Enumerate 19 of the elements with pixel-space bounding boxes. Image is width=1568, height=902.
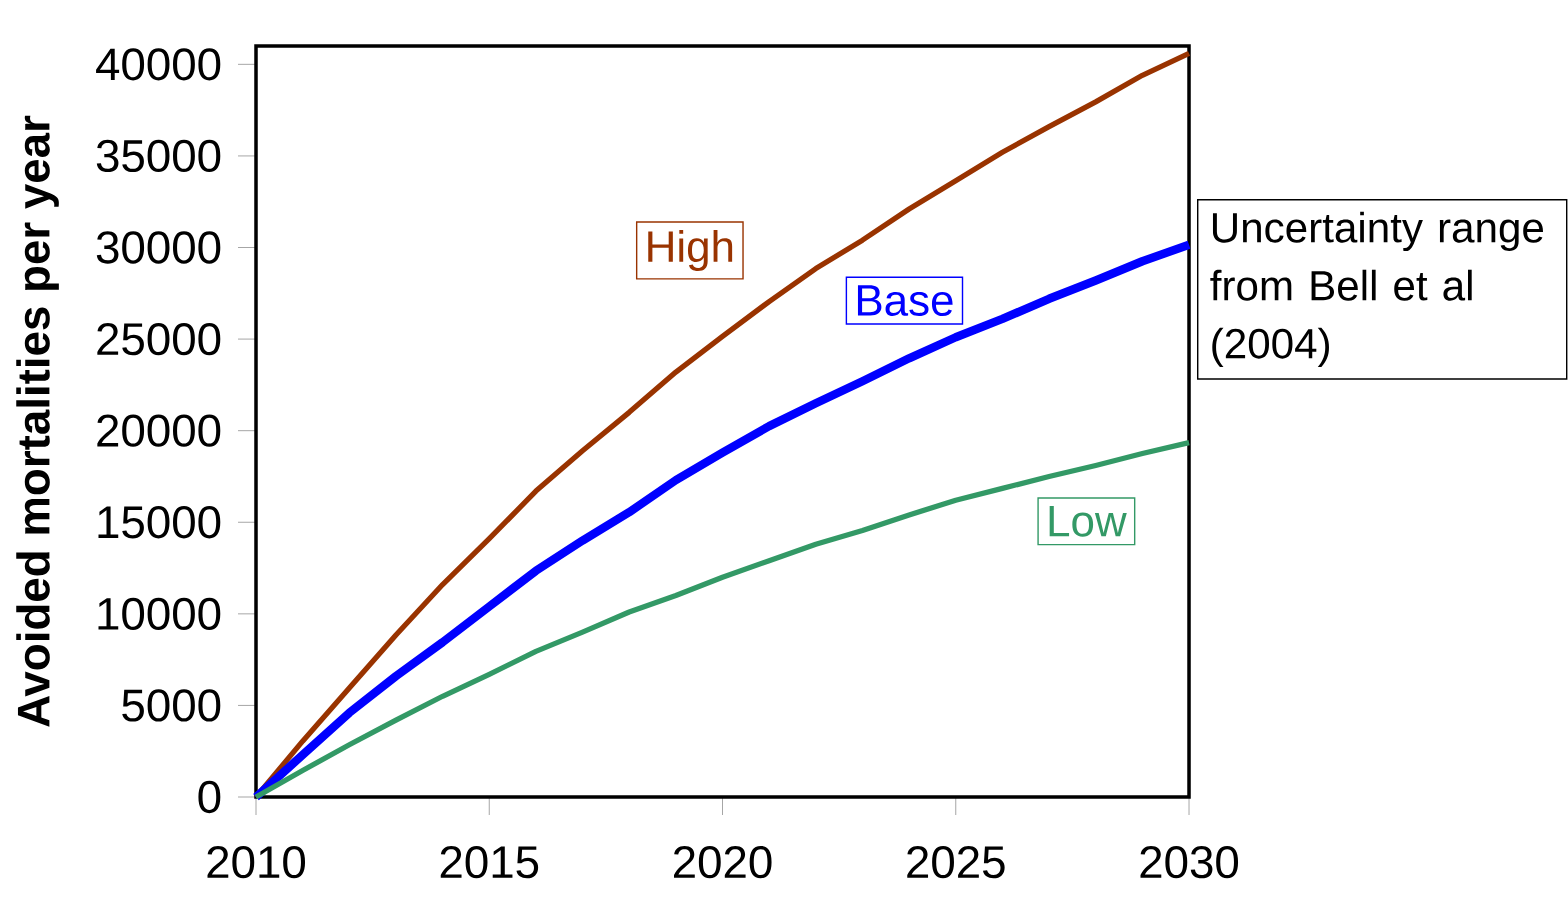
x-tick-label: 2030 [1140,845,1239,879]
y-tick-label: 15000 [98,506,221,539]
y-tick-label: 25000 [97,322,221,356]
series-label: Low [1049,506,1127,537]
series-label: Base [857,285,953,316]
y-axis-title: Avoided mortalities per year [16,115,59,727]
x-tick-label: 2025 [907,845,1005,879]
y-tick-label: 30000 [96,231,221,264]
y-tick-label: 5000 [122,689,221,722]
x-tick-label: 2015 [440,845,539,879]
y-tick-label: 35000 [96,139,221,173]
y-tick-label: 0 [198,780,221,814]
y-tick-label: 20000 [97,414,221,447]
text: Uncertainty range from Bell et al (2004) [1210,211,1543,367]
x-tick-label: 2020 [674,845,772,879]
y-tick-label: 10000 [98,597,221,631]
series-label: High [648,229,733,271]
x-tick-label: 2010 [207,845,306,879]
y-tick-label: 40000 [96,48,221,81]
